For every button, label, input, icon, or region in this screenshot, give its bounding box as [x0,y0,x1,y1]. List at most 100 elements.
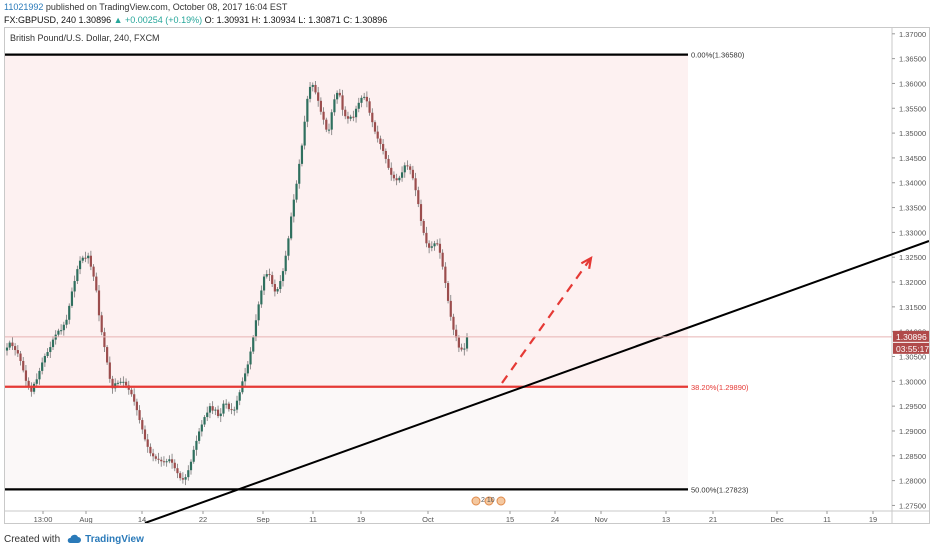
projection-arrow-head [580,255,593,270]
candle-body [271,275,274,285]
price-axis[interactable]: 1.37000 1.36500 1.36000 1.35500 1.35000 1.345… [892,30,926,511]
candle-body [371,112,374,123]
trend-line[interactable] [144,240,930,524]
candle-body [346,116,350,119]
candle-body [354,108,358,118]
y-tick-label: 1.28000 [899,477,926,486]
candle-body [27,380,30,387]
candle-body [38,370,41,380]
candle-body [341,95,344,110]
candle-body [392,174,396,179]
chart-panel[interactable]: British Pound/U.S. Dollar, 240, FXCM 1.3… [4,27,930,524]
candle-body [49,347,52,353]
tradingview-logo[interactable]: TradingView [66,534,144,545]
candle-body [184,477,187,480]
economic-events[interactable]: 2 10 [471,496,506,506]
x-tick-label: Sep [256,515,269,523]
candle-body [173,462,176,469]
event-icon[interactable] [496,496,506,506]
username-link[interactable]: 11021992 [4,2,44,12]
candle-body [219,413,222,417]
y-tick-label: 1.36500 [899,55,926,64]
candle-body [165,461,168,463]
candle-body [417,190,420,205]
candle-body [46,352,49,357]
cloud-icon [67,534,82,543]
y-tick-label: 1.37000 [899,30,926,39]
candle-body [314,84,317,93]
candle-body [411,169,414,179]
candle-body [398,177,401,181]
candle-body [365,96,368,102]
y-tick-label: 1.27500 [899,501,926,510]
candle-body [446,283,450,301]
x-tick-label: Dec [770,515,784,523]
candle-body [70,291,74,306]
candle-body [276,288,279,292]
candle-body [116,382,120,384]
x-tick-label: 15 [506,515,514,523]
candle-body [111,378,114,389]
last-price-label: 1.30896 [896,332,927,342]
y-tick-label: 1.29500 [899,402,926,411]
candle-body [60,330,63,332]
y-tick-label: 1.34500 [899,154,926,163]
candle-body [465,336,469,349]
candle-body [265,274,268,277]
candle-body [254,320,258,338]
x-tick-label: Oct [422,515,435,523]
price-chart[interactable]: British Pound/U.S. Dollar, 240, FXCM 1.3… [5,28,930,524]
candle-body [30,386,33,392]
y-tick-label: 1.35000 [899,129,926,138]
fib-level-label: 0.00%(1.36580) [691,51,745,60]
last-price: 1.30896 [78,15,112,25]
candle-body [352,116,355,118]
time-axis[interactable]: 13:00 Aug 14 22 Sep 11 19 Oct 15 24 Nov 13 21 Dec 11 19 [34,511,878,524]
candle-body [62,324,65,331]
candle-body [438,243,442,253]
candle-body [457,337,460,348]
candle-body [198,431,201,441]
candle-body [363,96,366,98]
candle-body [5,347,9,351]
candle-body [379,138,382,145]
y-tick-label: 1.35500 [899,104,926,113]
candle-body [181,478,184,480]
candle-body [95,276,98,291]
candle-body [400,172,404,178]
candle-body [336,92,339,100]
candle-body [41,362,44,371]
candle-body [338,92,341,96]
x-tick-label: Aug [79,515,92,523]
event-icon[interactable] [471,496,481,506]
candle-body [89,255,92,267]
event-icon[interactable] [484,496,494,506]
candle-body [68,305,71,320]
x-tick-label: 22 [199,515,207,523]
y-tick-label: 1.29000 [899,427,926,436]
last-price-marker [893,330,929,342]
candle-body [368,101,371,113]
candle-body [308,86,312,99]
y-tick-label: 1.34000 [899,179,926,188]
candle-body [100,315,103,333]
candle-body [216,409,220,417]
candle-body [403,165,406,173]
event-count: 2 10 [481,497,495,504]
candle-body [43,356,46,363]
candle-body [130,389,133,395]
candle-body [51,339,55,348]
candle-body [360,97,363,103]
candle-body [249,351,252,365]
candle-body [238,392,241,401]
candle-body [409,166,412,170]
candle-body [390,167,393,175]
candle-body [303,121,306,146]
candle-series [5,80,469,486]
candle-body [11,342,14,347]
candle-body [81,257,84,261]
candle-body [295,183,298,200]
open-value: O: 1.30931 [204,15,250,25]
fibonacci-retracement[interactable]: 0.00%(1.36580) 38.20%(1.29890) 50.00%(1.27… [5,51,749,495]
y-tick-label: 1.36000 [899,79,926,88]
